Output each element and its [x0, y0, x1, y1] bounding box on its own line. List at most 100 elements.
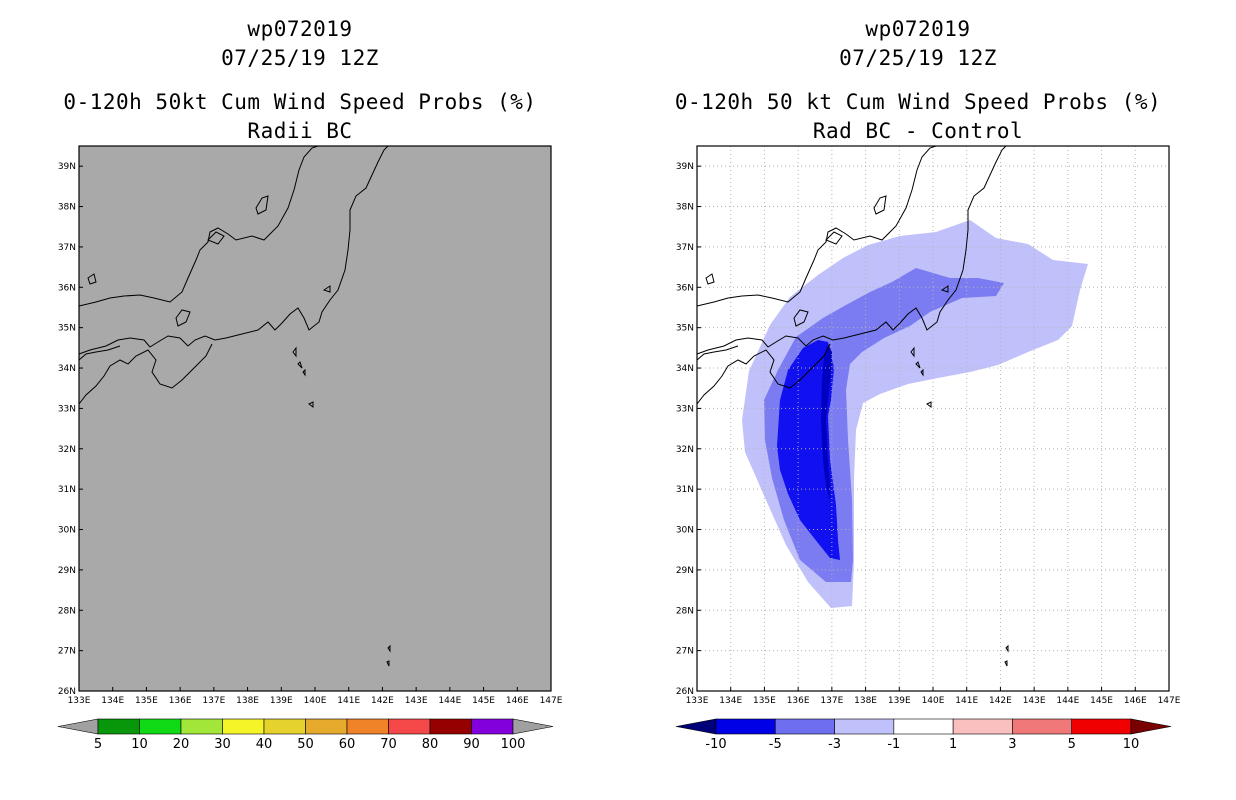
storm-id: wp072019 [865, 17, 971, 41]
colorbar: -10 -5 -3 -1 1 3 5 10 [675, 718, 1172, 752]
lon-tick-label: 143E [405, 696, 428, 706]
lat-tick-label: 31N [58, 485, 76, 495]
lat-tick-label: 26N [58, 687, 76, 697]
coastline-segment [705, 273, 715, 285]
lat-tick-label: 35N [676, 324, 694, 334]
lon-tick-label: 138E [854, 696, 877, 706]
coastline-segment [873, 195, 887, 215]
lon-tick-label: 134E [719, 696, 742, 706]
coastline-segment [940, 285, 949, 293]
lat-tick-label: 30N [676, 526, 694, 536]
lat-tick-label: 27N [676, 647, 694, 657]
lat-tick-label: 33N [58, 404, 76, 414]
colorbar-label: 1 [949, 737, 957, 752]
coastline-segment [255, 195, 269, 215]
colorbar-swatch [180, 718, 223, 735]
lon-tick-label: 145E [1090, 696, 1113, 706]
colorbar-label: 30 [214, 737, 231, 752]
coastline [78, 145, 391, 667]
colorbar-label: 100 [501, 737, 526, 752]
lat-tick-label: 34N [58, 364, 76, 374]
coastline-segment [175, 309, 191, 327]
colorbar-swatch [388, 718, 431, 735]
lon-tick-label: 144E [1056, 696, 1079, 706]
coastline-segment [386, 660, 390, 667]
panel-radii-bc: wp072019 07/25/19 12Z 0-120h 50kt Cum Wi… [0, 0, 600, 800]
colorbar-end-low [675, 718, 717, 735]
lon-tick-label: 133E [686, 696, 709, 706]
axis-labels: 133E 134E 135E 136E 137E 138E 139E 140E 141E 142E… [58, 162, 563, 706]
lat-tick-label: 39N [676, 162, 694, 172]
lon-tick-label: 142E [989, 696, 1012, 706]
coastline-segment [87, 273, 97, 285]
lat-tick-label: 29N [58, 566, 76, 576]
coastline-segment [696, 343, 831, 405]
coastline-segment [1005, 644, 1009, 653]
coastline-segment [696, 145, 1007, 355]
contour-level-minus-10 [821, 344, 832, 500]
lat-tick-label: 32N [676, 445, 694, 455]
coastline-segment [78, 145, 389, 355]
lat-tick-label: 27N [58, 647, 76, 657]
lon-tick-label: 141E [337, 696, 360, 706]
colorbar-label: -1 [887, 737, 900, 752]
lon-tick-label: 139E [270, 696, 293, 706]
lat-tick-label: 37N [58, 243, 76, 253]
lon-tick-label: 147E [1158, 696, 1181, 706]
coastline-segment [308, 401, 314, 408]
coastline-segment [207, 231, 225, 245]
lon-tick-label: 137E [820, 696, 843, 706]
colorbar-label: 5 [1068, 737, 1076, 752]
lon-tick-label: 144E [438, 696, 461, 706]
difference-contours [742, 220, 1088, 608]
lon-tick-label: 146E [1124, 696, 1147, 706]
colorbar-label: 10 [1123, 737, 1140, 752]
panel-rad-bc-control: wp072019 07/25/19 12Z 0-120h 50 kt Cum W… [618, 0, 1218, 800]
lat-tick-label: 38N [676, 203, 694, 213]
datetime: 07/25/19 12Z [221, 46, 379, 70]
storm-id: wp072019 [247, 17, 353, 41]
colorbar-swatch [774, 718, 835, 735]
lon-tick-label: 133E [68, 696, 91, 706]
coastline-segment [292, 346, 297, 358]
colorbar-label: 90 [463, 737, 480, 752]
lat-tick-label: 39N [58, 162, 76, 172]
coastline-segment [793, 309, 809, 327]
lon-tick-label: 138E [236, 696, 259, 706]
colorbar-end-high [512, 718, 554, 735]
coastline-segment [696, 345, 739, 361]
lat-tick-label: 30N [58, 526, 76, 536]
lat-tick-label: 36N [58, 283, 76, 293]
colorbar-label: 3 [1008, 737, 1016, 752]
colorbar-label: 60 [339, 737, 356, 752]
map-figure: 133E 134E 135E 136E 137E 138E 139E 140E 141E 142E… [57, 145, 563, 752]
product-title: 0-120h 50kt Cum Wind Speed Probs (%) [63, 90, 537, 114]
coastline-segment [926, 401, 932, 408]
coastline-segment [78, 345, 121, 361]
lon-tick-label: 146E [506, 696, 529, 706]
lat-tick-label: 34N [676, 364, 694, 374]
lon-tick-label: 141E [955, 696, 978, 706]
colorbar-swatch [305, 718, 348, 735]
colorbar-swatch [222, 718, 265, 735]
coastline-segment [1004, 660, 1008, 667]
colorbar-swatch [263, 718, 306, 735]
lat-tick-label: 28N [676, 606, 694, 616]
colorbar-swatch [715, 718, 776, 735]
coastline-segment [387, 644, 391, 653]
coastline-segment [920, 368, 924, 377]
lat-tick-label: 31N [676, 485, 694, 495]
lat-tick-label: 32N [58, 445, 76, 455]
product-title: 0-120h 50 kt Cum Wind Speed Probs (%) [674, 90, 1162, 114]
coastline-segment [297, 361, 303, 369]
lon-tick-label: 139E [888, 696, 911, 706]
lon-tick-label: 140E [922, 696, 945, 706]
colorbar-label: -10 [705, 737, 726, 752]
colorbar-end-low [57, 718, 99, 735]
coastline [696, 145, 1009, 667]
lat-tick-label: 28N [58, 606, 76, 616]
colorbar-swatch [893, 718, 954, 735]
colorbar-label: -3 [828, 737, 841, 752]
colorbar-label: 10 [131, 737, 148, 752]
colorbar-swatch [346, 718, 389, 735]
